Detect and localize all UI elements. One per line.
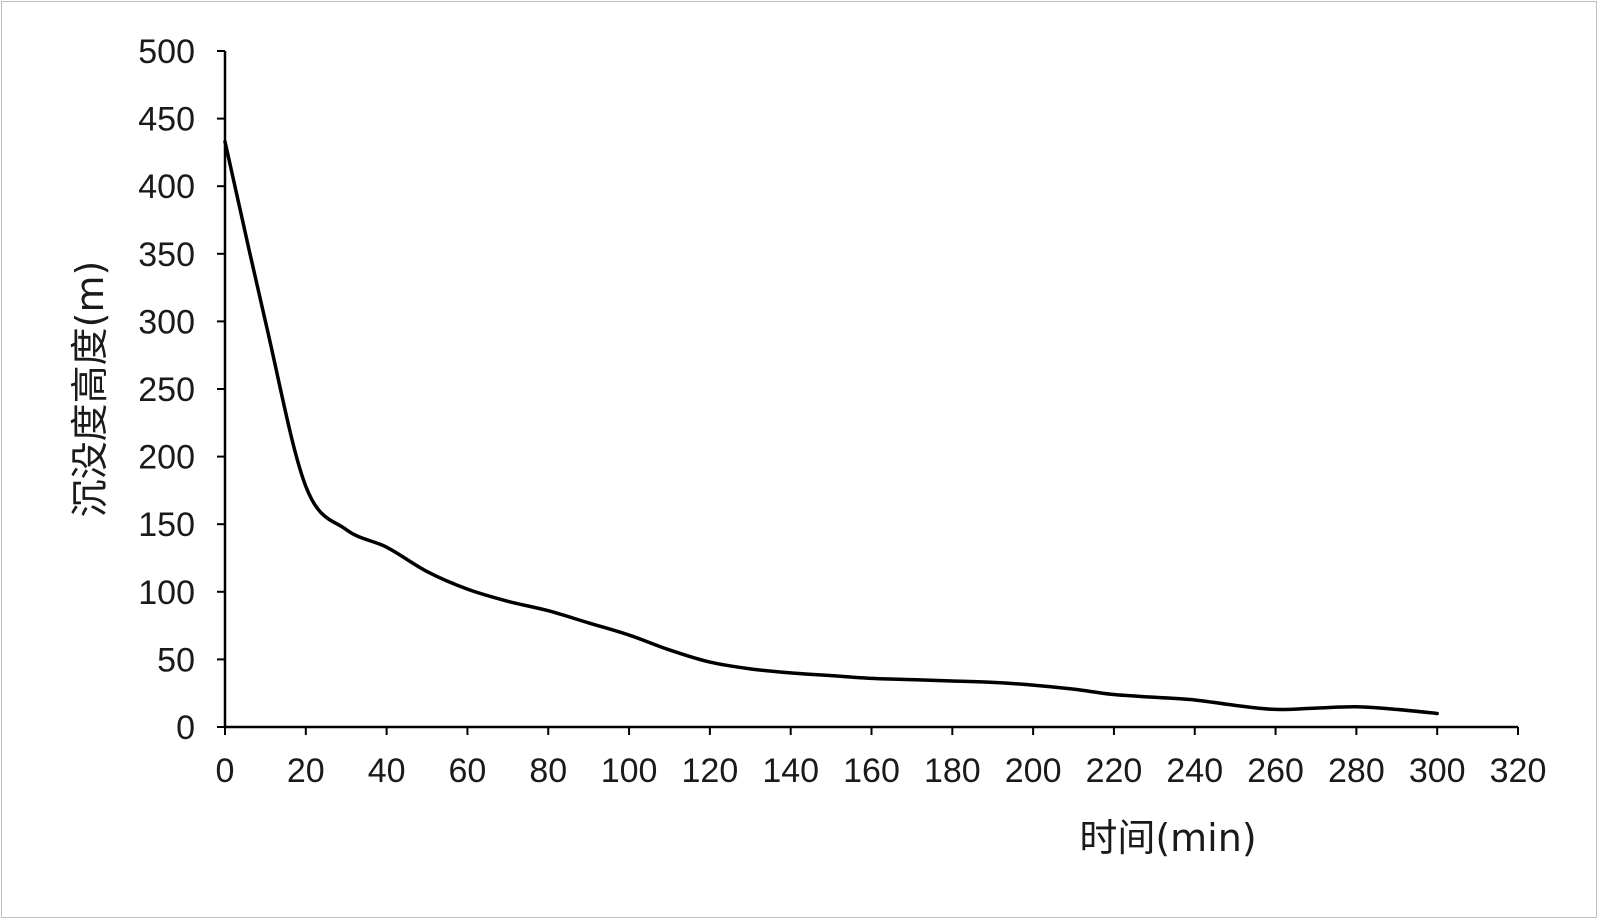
x-tick-label: 160 (843, 752, 900, 790)
y-axis-ticks: 0 50 100 150 200 250 300 350 400 450 500 (138, 33, 225, 747)
x-tick-label: 200 (1005, 752, 1062, 790)
x-tick-label: 80 (529, 752, 567, 790)
y-axis-title: 沉没度高度(m) (68, 261, 112, 518)
y-tick-label: 250 (138, 371, 195, 409)
x-axis-title: 时间(min) (1079, 816, 1256, 860)
x-tick-label: 120 (682, 752, 739, 790)
y-tick-label: 0 (176, 709, 195, 747)
y-tick-label: 200 (138, 439, 195, 477)
x-tick-label: 60 (449, 752, 487, 790)
y-tick-label: 50 (157, 641, 195, 679)
y-tick-label: 300 (138, 303, 195, 341)
series-line (223, 139, 1439, 716)
x-tick-label: 260 (1247, 752, 1304, 790)
x-tick-label: 240 (1166, 752, 1223, 790)
x-axis-ticks: 0 20 40 60 80 100 120 140 160 180 200 220 240 260 280 3… (216, 727, 1547, 790)
x-tick-label: 40 (368, 752, 406, 790)
y-tick-label: 100 (138, 574, 195, 612)
y-tick-label: 150 (138, 506, 195, 544)
x-tick-label: 320 (1490, 752, 1547, 790)
y-tick-label: 350 (138, 236, 195, 274)
x-tick-label: 300 (1409, 752, 1466, 790)
x-tick-label: 0 (216, 752, 235, 790)
x-tick-label: 100 (601, 752, 658, 790)
x-tick-label: 280 (1328, 752, 1385, 790)
x-tick-label: 180 (924, 752, 981, 790)
x-tick-label: 220 (1086, 752, 1143, 790)
x-tick-label: 140 (762, 752, 819, 790)
y-tick-label: 450 (138, 101, 195, 139)
y-tick-label: 400 (138, 168, 195, 206)
x-tick-label: 20 (287, 752, 325, 790)
y-tick-label: 500 (138, 33, 195, 71)
